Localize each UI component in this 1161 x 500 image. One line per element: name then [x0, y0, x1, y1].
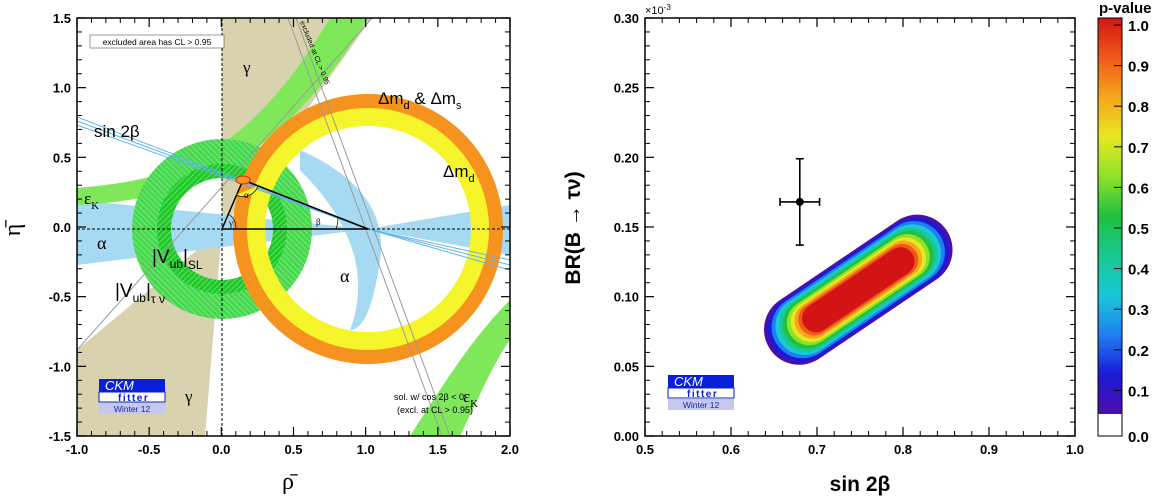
logo-fitter: fitter: [118, 393, 149, 404]
sol-label-line2: (excl. at CL > 0.95): [397, 405, 473, 415]
beta-arc-small: [335, 216, 339, 230]
colorbar-title: p-value: [1099, 0, 1152, 17]
gamma-small-label: γ: [228, 218, 233, 228]
y-multiplier: ×10-3: [645, 3, 671, 17]
x-tick-label: -1.0: [66, 442, 88, 457]
y-tick-label: 0.0: [53, 220, 71, 235]
x-tick-label: 2.0: [501, 442, 519, 457]
right-xlabel: sin 2β: [830, 473, 891, 496]
vub-taunu-label: |Vub|τ ν: [115, 281, 165, 306]
logo-fitter: fitter: [687, 389, 718, 400]
dmd-dms-label: Δmd & Δms: [378, 89, 462, 112]
y-tick-label: 0.30: [614, 11, 639, 26]
y-tick-label: 0.20: [614, 150, 639, 165]
logo-ckm: CKM: [674, 374, 703, 389]
right-ylabel: BR(B → τν): [562, 171, 585, 284]
alpha-label-left: α: [97, 233, 107, 253]
x-tick-label: 0.0: [212, 442, 230, 457]
y-tick-label: -0.5: [49, 290, 71, 305]
measurement-marker: [795, 197, 804, 206]
x-tick-label: 1.0: [1066, 442, 1084, 457]
gamma-bottom-label: γ: [184, 387, 193, 406]
alpha-small-label: α: [244, 190, 249, 200]
epsk-label-left: εK: [84, 189, 99, 212]
colorbar-tick-label: 0.1: [1128, 383, 1149, 400]
colorbar-tick-label: 1.0: [1128, 18, 1149, 35]
colorbar-tick-label: 0.0: [1128, 429, 1149, 446]
colorbar-tick-label: 0.6: [1128, 180, 1149, 197]
colorbar-tick-label: 0.8: [1128, 99, 1149, 116]
alpha-label-right: α: [340, 266, 350, 286]
colorbar-tick-label: 0.2: [1128, 343, 1149, 360]
dmd-label: Δmd: [443, 162, 475, 185]
x-tick-label: 0.7: [808, 442, 826, 457]
right-axes: 0.5 0.6 0.7 0.8 0.9 1.0 0.30 0.25 0.20 0.15 0.10 0.…: [614, 11, 1084, 457]
epsk-label-right: εK: [463, 387, 478, 410]
y-tick-label: -1.5: [49, 429, 71, 444]
x-tick-label: 0.6: [722, 442, 740, 457]
alpha-arc-small: [235, 185, 259, 197]
vub-sl-label: |Vub|SL: [152, 247, 203, 272]
ckmfitter-logo-left: CKM fitter Winter 12: [98, 378, 166, 414]
left-plot: excluded area has CL > 0.95 excluded at …: [0, 11, 519, 495]
y-tick-label: -1.0: [49, 359, 71, 374]
fit-region: [764, 214, 953, 365]
y-tick-label: 1.5: [53, 11, 71, 26]
colorbar-tick-label: 0.7: [1128, 140, 1149, 157]
beta-small-label: β: [316, 217, 321, 227]
logo-edition: Winter 12: [683, 400, 720, 410]
sin2b-label: sin 2β: [94, 122, 140, 141]
y-tick-label: 0.10: [614, 290, 639, 305]
y-tick-label: 0.00: [614, 429, 639, 444]
logo-ckm: CKM: [105, 378, 134, 393]
x-tick-label: -0.5: [138, 442, 160, 457]
y-tick-label: 0.05: [614, 359, 639, 374]
left-ylabel: η̄: [0, 220, 26, 237]
apex-region: [235, 175, 251, 185]
y-tick-label: 0.15: [614, 220, 639, 235]
reference-lines: [77, 18, 451, 436]
gamma-arc-small: [227, 213, 237, 230]
colorbar-zero: [1098, 414, 1122, 436]
x-tick-label: 0.8: [894, 442, 912, 457]
left-axes: -1.0 -0.5 0.0 0.5 1.0 1.5 2.0 1.5 1.0 0.5 0.0 -0.5 -…: [49, 11, 519, 457]
x-tick-label: 0.5: [284, 442, 302, 457]
y-tick-label: 0.5: [53, 150, 71, 165]
colorbar-ticks: 1.0 0.9 0.8 0.7 0.6 0.5 0.4 0.3 0.2 0.1 0.0: [1114, 18, 1150, 446]
ckmfitter-logo-right: CKM fitter Winter 12: [667, 374, 735, 410]
gamma-top-label: γ: [242, 58, 251, 77]
colorbar-tick-label: 0.3: [1128, 302, 1149, 319]
unitarity-triangle: [220, 179, 369, 230]
x-tick-label: 0.5: [636, 442, 654, 457]
sol-label-line1: sol. w/ cos 2β < 0: [394, 392, 464, 402]
colorbar-tick-label: 0.9: [1128, 59, 1149, 76]
measurement-point: [779, 157, 821, 246]
x-tick-label: 0.9: [980, 442, 998, 457]
colorbar-tick-label: 0.5: [1128, 221, 1149, 238]
right-plot-frame-bg: [645, 18, 1075, 436]
y-tick-label: 1.0: [53, 81, 71, 96]
colorbar-fill: [1098, 18, 1122, 414]
left-xlabel: ρ̄: [282, 469, 298, 495]
colorbar-tick-label: 0.4: [1128, 262, 1150, 279]
x-tick-label: 1.0: [357, 442, 375, 457]
fit-contour-level-10: [802, 247, 915, 333]
epsk-band-lower: [410, 300, 510, 436]
excluded-box: [89, 34, 225, 49]
y-tick-label: 0.25: [614, 81, 639, 96]
colorbar: p-value 1.0 0.9 0.8 0.7 0.6 0.5 0.4 0.3 0.2 0.1 0.…: [1097, 0, 1152, 446]
colorbar-frame: [1097, 17, 1123, 437]
logo-edition: Winter 12: [114, 404, 151, 414]
excluded-box-label: excluded area has CL > 0.95: [103, 37, 212, 47]
right-plot: ×10-3 CKM fitter Winter 12 0.5 0.6 0.7 0.8 0…: [562, 3, 1084, 496]
x-tick-label: 1.5: [429, 442, 447, 457]
